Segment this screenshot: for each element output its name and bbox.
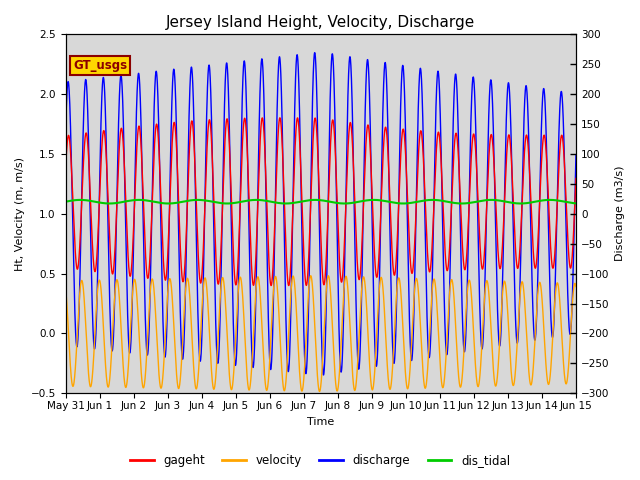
Y-axis label: Discharge (m3/s): Discharge (m3/s) [615, 166, 625, 262]
X-axis label: Time: Time [307, 417, 335, 427]
Text: GT_usgs: GT_usgs [73, 59, 127, 72]
Y-axis label: Ht, Velocity (m, m/s): Ht, Velocity (m, m/s) [15, 156, 25, 271]
Title: Jersey Island Height, Velocity, Discharge: Jersey Island Height, Velocity, Discharg… [166, 15, 476, 30]
Legend: gageht, velocity, discharge, dis_tidal: gageht, velocity, discharge, dis_tidal [125, 449, 515, 472]
